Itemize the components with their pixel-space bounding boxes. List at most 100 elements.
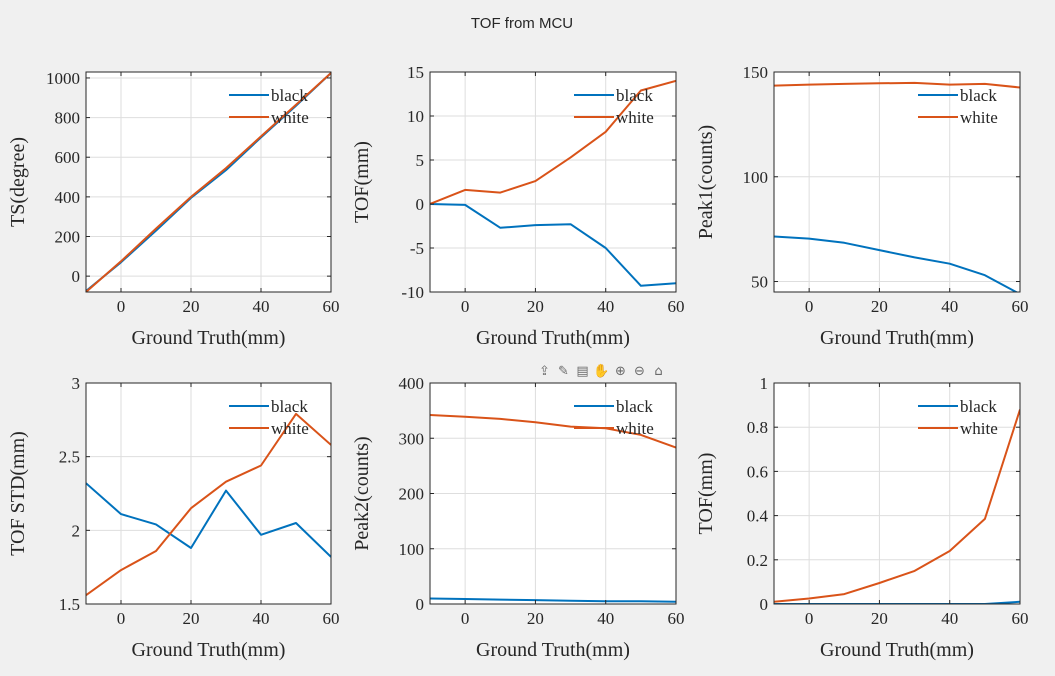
axes-box [773,382,1021,605]
zoom-in-icon[interactable]: ⊕ [615,363,626,379]
y-tick-label: 0.6 [747,462,768,481]
x-axis-label: Ground Truth(mm) [132,327,286,349]
series-line-black [86,482,331,558]
y-tick-label: 2.5 [59,448,80,467]
y-axis-label: Peak2(counts) [351,436,373,550]
x-tick-label: 0 [117,609,126,628]
export-icon[interactable]: ⇪ [539,363,550,379]
series-line-white [774,409,1020,603]
plot-area [430,72,676,292]
brush-icon[interactable]: ✎ [558,363,569,379]
y-tick-label: 800 [55,109,81,128]
legend-label-black: black [960,397,997,416]
subplot-5: 0 20 40 60 0 100 200 300 400 Ground Truth(mm) Peak… [351,374,685,661]
subplot-3: 0 20 40 60 50 100 150 Ground Truth(mm) Peak1(cou… [695,63,1029,349]
y-tick-label: 100 [399,540,425,559]
subplot-2: 0 20 40 60 -10 -5 0 5 10 15 Ground Truth(mm) TOF(mm… [351,63,685,349]
legend-label-black: black [271,86,308,105]
plot-area [774,383,1020,604]
x-axis-label: Ground Truth(mm) [476,639,630,661]
x-tick-label: 0 [805,297,814,316]
y-tick-label: 0.4 [747,507,769,526]
x-tick-label: 60 [323,297,340,316]
legend-label-white: white [271,419,309,438]
y-tick-label: 0.2 [747,551,768,570]
axes-box [429,71,677,293]
x-axis-label: Ground Truth(mm) [476,327,630,349]
y-tick-label: -10 [401,283,424,302]
series-line-white [774,81,1020,89]
x-tick-label: 20 [527,297,544,316]
series-line-white [86,412,331,597]
y-tick-label: 0 [416,595,425,614]
y-tick-label: 200 [399,485,425,504]
legend-label-black: black [960,86,997,105]
x-tick-label: 20 [183,609,200,628]
y-tick-label: 0 [72,267,81,286]
pan-icon[interactable]: ✋ [593,363,610,379]
y-tick-label: 200 [55,228,81,247]
y-tick-label: 3 [72,374,81,393]
subplot-6: 0 20 40 60 0 0.2 0.4 0.6 0.8 1 Ground Truth(mm) TOF… [695,374,1029,661]
x-tick-label: 20 [183,297,200,316]
x-tick-label: 60 [1012,609,1029,628]
series-line-black [430,203,676,287]
y-axis-label: TS(degree) [7,137,29,227]
y-tick-label: 10 [407,107,424,126]
y-tick-label: 400 [55,188,81,207]
axes-box [773,71,1021,293]
legend-label-white: white [960,108,998,127]
x-tick-label: 60 [1012,297,1029,316]
legend-label-black: black [616,86,653,105]
data-tips-icon[interactable]: ▤ [576,363,589,379]
series-line-white [430,79,676,205]
legend: black white [229,86,309,127]
y-axis-label: Peak1(counts) [695,125,717,239]
axes-box [85,382,332,605]
x-tick-label: 0 [461,609,470,628]
x-tick-label: 60 [323,609,340,628]
legend-label-black: black [616,397,653,416]
legend-label-white: white [616,419,654,438]
series-line-white [430,414,676,449]
x-tick-label: 20 [527,609,544,628]
plot-area [774,72,1020,292]
legend-label-white: white [271,108,309,127]
y-axis-label: TOF(mm) [695,453,717,535]
y-axis-label: TOF STD(mm) [7,431,29,556]
y-tick-label: 5 [416,151,425,170]
legend: black white [574,397,654,438]
y-tick-label: -5 [410,239,424,258]
figure-title: TOF from MCU [471,15,573,32]
y-tick-label: 600 [55,148,81,167]
y-tick-label: 1.5 [59,595,80,614]
x-tick-label: 40 [253,609,270,628]
y-tick-label: 150 [743,63,769,82]
x-tick-label: 0 [117,297,126,316]
home-icon[interactable]: ⌂ [654,363,663,379]
y-tick-label: 1 [760,374,769,393]
legend-label-black: black [271,397,308,416]
x-axis-label: Ground Truth(mm) [132,639,286,661]
legend: black white [918,397,998,438]
y-tick-label: 2 [72,521,81,540]
x-tick-label: 0 [461,297,470,316]
y-tick-label: 100 [743,168,769,187]
zoom-out-icon[interactable]: ⊖ [634,363,645,379]
subplot-4: 0 20 40 60 1.5 2 2.5 3 Ground Truth(mm) TOF STD(m… [7,374,340,661]
y-tick-label: 50 [751,273,768,292]
x-axis-label: Ground Truth(mm) [820,327,974,349]
series-line-white [86,72,331,292]
legend: black white [918,86,998,127]
y-tick-label: 15 [407,63,424,82]
series-line-black [774,235,1019,292]
x-tick-label: 0 [805,609,814,628]
axes-box [85,71,332,293]
x-tick-label: 20 [871,609,888,628]
x-tick-label: 40 [941,297,958,316]
y-tick-label: 400 [399,374,425,393]
y-tick-label: 0 [760,595,769,614]
x-tick-label: 40 [597,297,614,316]
